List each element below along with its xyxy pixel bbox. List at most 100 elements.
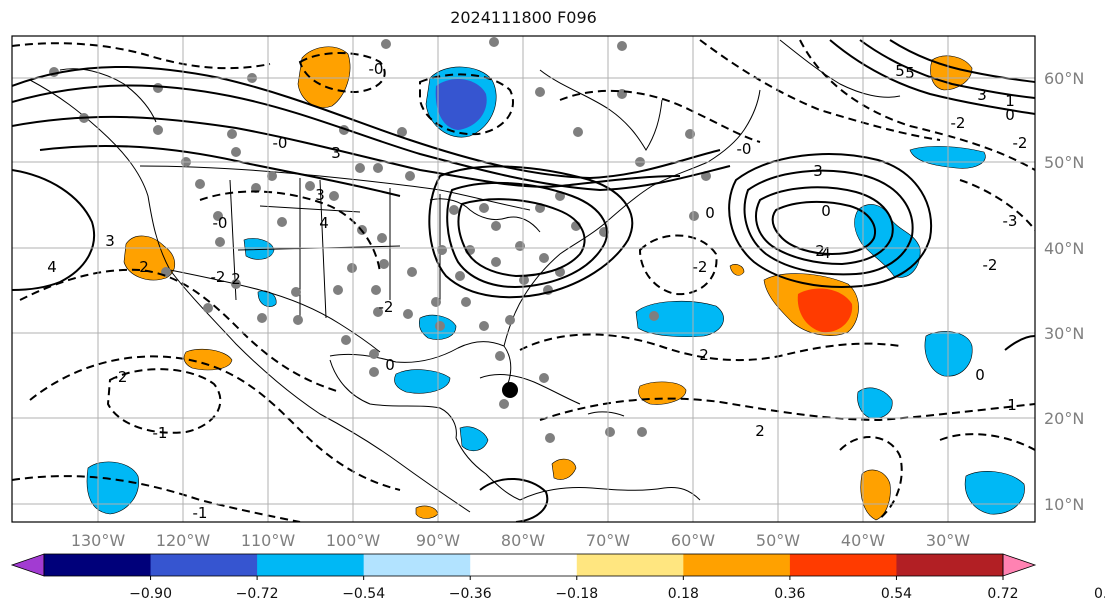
station-dot	[153, 83, 163, 93]
lat-tick-label: 50°N	[1044, 153, 1084, 172]
station-dot	[347, 263, 357, 273]
station-dot	[373, 163, 383, 173]
station-dot	[291, 287, 301, 297]
colorbar-tick-label: −0.36	[449, 586, 492, 602]
colorbar-outline	[43, 553, 1004, 577]
contour-solid	[755, 186, 894, 266]
contour-label: 3	[105, 232, 115, 250]
station-dot	[397, 127, 407, 137]
lat-tick-label: 20°N	[1044, 409, 1084, 428]
station-dot	[293, 315, 303, 325]
contour-label: -3	[1003, 212, 1018, 230]
contour-solid	[771, 200, 876, 256]
contour-label: 2	[815, 242, 825, 260]
station-dot	[605, 427, 615, 437]
station-dot	[491, 221, 501, 231]
coast-mexico-yucatan	[329, 359, 457, 439]
lon-tick-label: 30°W	[926, 531, 970, 550]
shade-darkblue-pacific-nw	[435, 79, 487, 130]
contour-label: -1	[193, 504, 208, 522]
colorbar-tick-label: −0.18	[555, 586, 598, 602]
station-dot	[407, 267, 417, 277]
station-dot	[277, 217, 287, 227]
contour-label: 2	[231, 270, 241, 288]
station-dot	[519, 275, 529, 285]
lon-tick-label: 50°W	[756, 531, 800, 550]
coast-cuba	[479, 374, 581, 405]
station-dot	[257, 313, 267, 323]
colorbar-tick-labels: −0.90 −0.72 −0.54 −0.36 −0.18 0.18 0.36 0.54 0.7…	[129, 576, 1105, 602]
contour-label: -2	[693, 258, 708, 276]
colorbar-segment	[896, 554, 1004, 576]
station-dot	[403, 309, 413, 319]
contour-label: 1	[1007, 396, 1017, 414]
shade-blue-pacific-sw	[86, 461, 139, 515]
contour-label: 5	[895, 62, 905, 80]
longitude-labels: 130°W 120°W 110°W 100°W 90°W 80°W 70°W 60°W 50°W…	[71, 531, 970, 550]
colorbar-tick-label: −0.72	[236, 586, 279, 602]
shaded-anomalies	[86, 46, 1025, 521]
colorbar-segment	[257, 554, 365, 576]
colorbar-segment	[683, 554, 791, 576]
coast-hudson-bay	[539, 69, 663, 151]
contour-label: -2	[379, 298, 394, 316]
contour-dashed	[29, 355, 401, 491]
contour-dashed	[799, 39, 1035, 171]
lon-tick-label: 40°W	[841, 531, 885, 550]
contour-label: 4	[821, 244, 831, 262]
shade-blue-atlantic-mid-south	[857, 387, 893, 419]
lon-tick-label: 130°W	[71, 531, 126, 550]
contour-solid	[39, 144, 401, 197]
lon-tick-label: 70°W	[586, 531, 630, 550]
station-dot	[203, 303, 213, 313]
lon-tick-label: 110°W	[241, 531, 296, 550]
contour-label: 2	[755, 422, 765, 440]
contour-label: 0	[975, 366, 985, 384]
station-dot	[215, 237, 225, 247]
shade-blue-atlantic-central	[635, 300, 724, 338]
shade-blue-gulf-mexico	[394, 369, 451, 394]
station-dot	[267, 171, 277, 181]
station-dot	[329, 191, 339, 201]
station-dot	[479, 203, 489, 213]
station-dot	[489, 37, 499, 47]
lon-tick-label: 60°W	[671, 531, 715, 550]
lat-tick-label: 30°N	[1044, 324, 1084, 343]
contour-dashed	[959, 179, 1035, 231]
station-dot	[381, 39, 391, 49]
map-frame	[11, 35, 1036, 523]
contour-label: -2	[1013, 134, 1028, 152]
shade-orange-canada	[297, 46, 351, 108]
colorbar-tick-label: 0.54	[881, 586, 912, 602]
shade-orange-pacific-mexico	[183, 348, 233, 371]
coast-south-america-north	[519, 487, 701, 501]
station-dot	[539, 253, 549, 263]
coast-hispaniola	[587, 411, 625, 417]
lat-tick-label: 60°N	[1044, 69, 1084, 88]
station-dot	[153, 125, 163, 135]
shade-orange-caribbean	[551, 458, 577, 480]
station-dot	[689, 211, 699, 221]
station-dot	[435, 321, 445, 331]
colorbar-segment	[789, 554, 897, 576]
border-us-canada	[139, 165, 531, 211]
colorbar-tick-label: −0.90	[129, 586, 172, 602]
contour-label: -0	[273, 134, 288, 152]
contour-solid	[446, 181, 608, 288]
contour-label: 3	[331, 144, 341, 162]
contour-label: 3	[315, 186, 325, 204]
station-dot	[195, 179, 205, 189]
station-dot	[231, 147, 241, 157]
station-dot	[495, 351, 505, 361]
coast-north-america-west	[29, 79, 471, 513]
contour-solid	[457, 198, 586, 278]
contour-label: 3	[977, 86, 987, 104]
contour-solid	[12, 84, 731, 192]
contour-label: -0	[369, 60, 384, 78]
contour-solid	[829, 39, 1035, 115]
observation-stations	[49, 37, 711, 443]
coast-central-america	[455, 437, 521, 501]
station-dot	[649, 311, 659, 321]
contour-solid	[743, 169, 914, 276]
